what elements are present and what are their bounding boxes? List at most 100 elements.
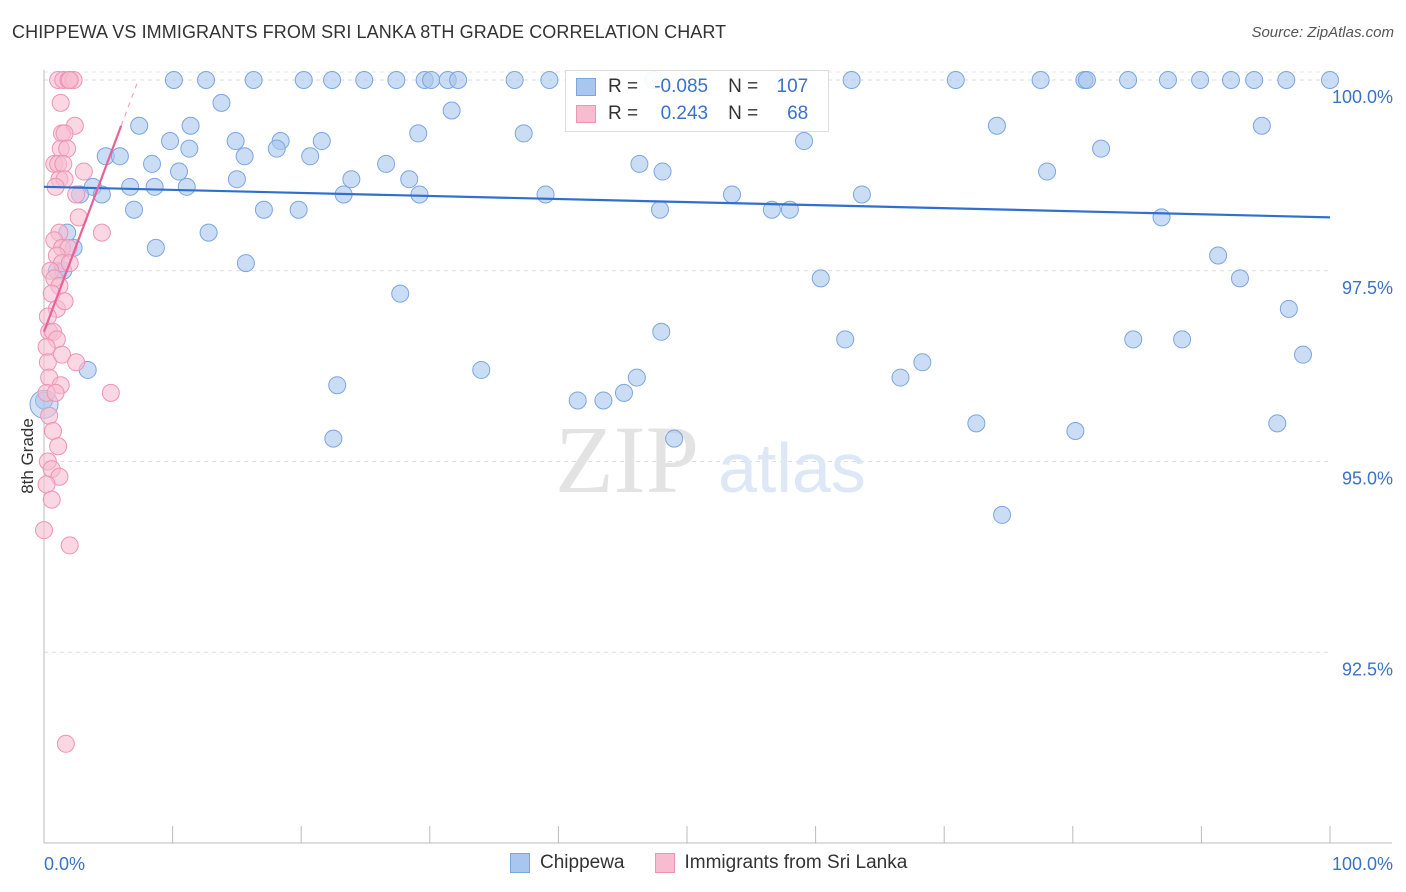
chippewa-point — [1293, 345, 1312, 364]
chippewa-point — [993, 505, 1012, 524]
chippewa-point — [377, 154, 396, 173]
chippewa-point — [1092, 139, 1111, 158]
chippewa-point — [324, 429, 343, 448]
chippewa-point — [762, 200, 781, 219]
legend-row-sri-lanka: R = 0.243 N = 68 — [576, 101, 808, 127]
chippewa-point — [323, 71, 342, 89]
chippewa-point — [540, 71, 559, 89]
chippewa-point — [795, 132, 814, 151]
x-tick-label-min: 0.0% — [44, 854, 85, 874]
sri-lanka-point — [53, 345, 72, 364]
chippewa-point — [1209, 246, 1228, 265]
watermark-zip: ZIP — [555, 406, 699, 513]
sri-lanka-point — [92, 223, 111, 242]
sri-lanka-point — [42, 490, 61, 509]
sri-lanka-point — [37, 475, 56, 494]
legend-item-sri-lanka[interactable]: Immigrants from Sri Lanka — [654, 852, 908, 874]
chippewa-point — [1031, 71, 1050, 89]
y-tick-label: 100.0% — [1332, 87, 1393, 107]
chippewa-point — [913, 353, 932, 372]
chippewa-point — [199, 223, 218, 242]
chippewa-point — [1077, 71, 1096, 89]
sri-lanka-point — [67, 185, 86, 204]
chippewa-point — [652, 322, 671, 341]
r-value: -0.085 — [654, 76, 709, 97]
zipatlas-watermark: ZIP atlas — [555, 406, 866, 513]
chippewa-point — [161, 132, 180, 151]
chart-title: CHIPPEWA VS IMMIGRANTS FROM SRI LANKA 8T… — [12, 22, 727, 42]
chippewa-point — [180, 139, 199, 158]
n-label: N = — [728, 103, 759, 124]
series-legend: Chippewa Immigrants from Sri Lanka — [510, 852, 937, 874]
sri-lanka-point — [58, 139, 77, 158]
chippewa-point — [665, 429, 684, 448]
chippewa-point — [811, 269, 830, 288]
sri-lanka-point — [35, 521, 53, 540]
chippewa-point — [400, 170, 419, 189]
chippewa-point — [627, 368, 646, 387]
sri-lanka-point — [37, 338, 56, 357]
chippewa-point — [653, 162, 672, 181]
chippewa-point — [946, 71, 965, 89]
chippewa-point — [227, 170, 246, 189]
chippewa-point — [355, 71, 374, 89]
chippewa-point — [143, 154, 162, 173]
sri-lanka-point — [74, 162, 93, 181]
chippewa-point — [145, 177, 164, 196]
r-label: R = — [608, 103, 639, 124]
chippewa-point — [723, 185, 742, 204]
chippewa-point — [342, 170, 361, 189]
sri-lanka-point — [49, 437, 68, 456]
chippewa-point — [181, 116, 200, 135]
sri-lanka-trend-extension — [120, 80, 139, 126]
chippewa-point — [536, 185, 555, 204]
chippewa-point — [1279, 299, 1298, 318]
sri-lanka-point — [51, 93, 70, 112]
chippewa-point — [836, 330, 855, 349]
sri-lanka-swatch — [576, 105, 596, 123]
sri-lanka-points — [35, 71, 120, 753]
chippewa-point — [842, 71, 861, 89]
chippewa-swatch — [576, 78, 596, 96]
n-value: 107 — [776, 76, 809, 97]
chippewa-point — [967, 414, 986, 433]
r-label: R = — [608, 76, 639, 97]
chippewa-point — [289, 200, 308, 219]
sri-lanka-point — [46, 383, 65, 402]
chippewa-point — [267, 139, 286, 158]
chippewa-point — [254, 200, 273, 219]
chippewa-point — [212, 93, 231, 112]
sri-lanka-legend-label: Immigrants from Sri Lanka — [684, 852, 908, 873]
chippewa-legend-label: Chippewa — [540, 852, 625, 873]
chippewa-point — [891, 368, 910, 387]
sri-lanka-legend-swatch — [654, 853, 675, 873]
chippewa-point — [505, 71, 524, 89]
chippewa-point — [449, 71, 468, 89]
chippewa-point — [294, 71, 313, 89]
chippewa-point — [650, 200, 669, 219]
chippewa-point — [226, 132, 245, 151]
chippewa-point — [987, 116, 1006, 135]
chippewa-point — [1158, 71, 1177, 89]
watermark-atlas: atlas — [718, 429, 866, 507]
chippewa-point — [328, 376, 347, 395]
chippewa-point — [410, 185, 429, 204]
sri-lanka-trend-line — [42, 125, 123, 333]
chippewa-point — [1191, 71, 1210, 89]
chippewa-point — [170, 162, 189, 181]
y-tick-label: 97.5% — [1342, 278, 1393, 298]
legend-item-chippewa[interactable]: Chippewa — [510, 852, 625, 874]
chippewa-point — [164, 71, 183, 89]
chippewa-point — [1230, 269, 1249, 288]
chippewa-point — [235, 147, 254, 166]
chippewa-point — [244, 71, 263, 89]
y-tick-label: 92.5% — [1342, 659, 1393, 679]
sri-lanka-point — [55, 124, 74, 143]
chippewa-point — [1268, 414, 1287, 433]
sri-lanka-point — [67, 353, 86, 372]
r-value: 0.243 — [660, 103, 709, 124]
chippewa-point — [177, 177, 196, 196]
chippewa-point — [391, 284, 410, 303]
tick-labels: 100.0% 97.5% 95.0% 92.5% 0.0% 100.0% — [44, 87, 1393, 874]
